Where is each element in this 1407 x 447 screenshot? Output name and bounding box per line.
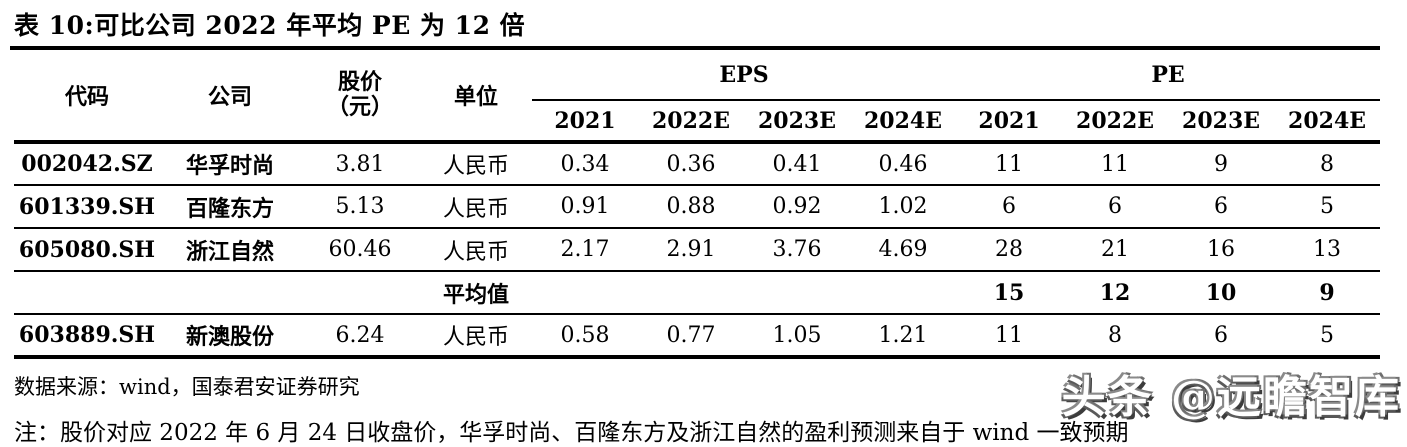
cell-pe-2022e: 8 [1062,314,1169,359]
cell-pe-2022e: 6 [1062,185,1169,229]
col-header-pe-2023e: 2023E [1168,100,1275,144]
cell-pe-2024e: 13 [1274,228,1381,272]
col-header-pe-2022e: 2022E [1062,100,1169,144]
cell-eps-2022e [638,271,744,315]
comparable-companies-table: 代码 公司 股价 （元） 单位 EPS PE 2021 2022E 2023E … [14,50,1381,359]
cell-pe-2022e: 12 [1062,271,1169,315]
cell-price: 6.24 [300,314,420,359]
cell-eps-2024e: 1.21 [850,314,957,359]
cell-pe-2021: 15 [956,271,1063,315]
cell-eps-2021: 2.17 [532,228,638,272]
cell-unit: 人民币 [420,185,532,229]
cell-eps-2023e [744,271,850,315]
cell-eps-2024e: 0.46 [850,142,957,186]
cell-company: 新澳股份 [160,314,300,359]
cell-pe-2024e: 8 [1274,142,1381,186]
cell-pe-2023e: 6 [1168,185,1275,229]
cell-unit: 人民币 [420,142,532,186]
table-row-average: 平均值 15 12 10 9 [14,271,1381,315]
header-year-row: 2021 2022E 2023E 2024E 2021 2022E 2023E … [14,100,1381,144]
cell-price: 60.46 [300,228,420,272]
cell-pe-2021: 28 [956,228,1063,272]
cell-price: 3.81 [300,142,420,186]
cell-pe-2021: 11 [956,314,1063,359]
col-header-eps-2022e: 2022E [638,100,744,144]
cell-pe-2021: 6 [956,185,1063,229]
cell-pe-2022e: 11 [1062,142,1169,186]
col-header-pe-2021: 2021 [956,100,1063,144]
cell-eps-2021: 0.91 [532,185,638,229]
cell-eps-2021: 0.34 [532,142,638,186]
col-header-price-line2: （元） [326,94,393,120]
cell-price [300,271,420,315]
col-group-pe: PE [956,50,1381,101]
table-title: 表 10:可比公司 2022 年平均 PE 为 12 倍 [10,0,1380,50]
cell-price: 5.13 [300,185,420,229]
col-header-eps-2024e: 2024E [850,100,957,144]
cell-code [14,271,160,315]
header-group-row: 代码 公司 股价 （元） 单位 EPS PE [14,50,1381,144]
table-row: 002042.SZ 华孚时尚 3.81 人民币 0.34 0.36 0.41 0… [14,142,1381,186]
table-row: 605080.SH 浙江自然 60.46 人民币 2.17 2.91 3.76 … [14,228,1381,272]
col-header-price: 股价 （元） [300,50,420,144]
watermark: 头条 @远瞻智库 [1061,372,1401,423]
cell-average-label: 平均值 [420,271,532,315]
cell-pe-2023e: 16 [1168,228,1275,272]
col-header-eps-2021: 2021 [532,100,638,144]
cell-eps-2022e: 0.77 [638,314,744,359]
cell-code: 605080.SH [14,228,160,272]
cell-eps-2024e [850,271,957,315]
cell-code: 601339.SH [14,185,160,229]
cell-eps-2023e: 3.76 [744,228,850,272]
cell-eps-2024e: 1.02 [850,185,957,229]
col-header-price-line1: 股价 [337,68,382,95]
report-table-page: 表 10:可比公司 2022 年平均 PE 为 12 倍 代码 公司 股价 （元… [10,0,1401,446]
cell-code: 002042.SZ [14,142,160,186]
cell-pe-2024e: 5 [1274,185,1381,229]
cell-pe-2022e: 21 [1062,228,1169,272]
col-header-code: 代码 [14,50,160,144]
cell-eps-2021: 0.58 [532,314,638,359]
cell-eps-2022e: 0.36 [638,142,744,186]
cell-pe-2024e: 5 [1274,314,1381,359]
col-header-pe-2024e: 2024E [1274,100,1381,144]
cell-pe-2023e: 10 [1168,271,1275,315]
table-row: 601339.SH 百隆东方 5.13 人民币 0.91 0.88 0.92 1… [14,185,1381,229]
table-row: 603889.SH 新澳股份 6.24 人民币 0.58 0.77 1.05 1… [14,314,1381,359]
cell-eps-2022e: 0.88 [638,185,744,229]
table-body: 002042.SZ 华孚时尚 3.81 人民币 0.34 0.36 0.41 0… [14,142,1381,359]
cell-eps-2021 [532,271,638,315]
data-source-note: 数据来源：wind，国泰君安证券研究 [14,375,360,399]
cell-pe-2023e: 6 [1168,314,1275,359]
col-header-eps-2023e: 2023E [744,100,850,144]
col-group-eps: EPS [532,50,957,101]
cell-eps-2023e: 1.05 [744,314,850,359]
cell-eps-2024e: 4.69 [850,228,957,272]
table-header: 代码 公司 股价 （元） 单位 EPS PE 2021 2022E 2023E … [14,50,1381,144]
cell-unit: 人民币 [420,228,532,272]
cell-code: 603889.SH [14,314,160,359]
cell-unit: 人民币 [420,314,532,359]
cell-pe-2024e: 9 [1274,271,1381,315]
cell-company: 百隆东方 [160,185,300,229]
cell-pe-2021: 11 [956,142,1063,186]
cell-company: 浙江自然 [160,228,300,272]
cell-eps-2023e: 0.41 [744,142,850,186]
col-header-company: 公司 [160,50,300,144]
cell-pe-2023e: 9 [1168,142,1275,186]
col-header-unit: 单位 [420,50,532,144]
cell-company [160,271,300,315]
cell-eps-2022e: 2.91 [638,228,744,272]
cell-eps-2023e: 0.92 [744,185,850,229]
cell-company: 华孚时尚 [160,142,300,186]
